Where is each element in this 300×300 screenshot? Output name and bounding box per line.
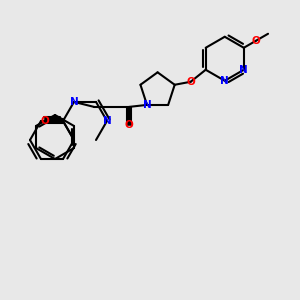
Text: N: N <box>142 100 152 110</box>
Text: N: N <box>239 65 248 75</box>
Text: O: O <box>186 77 195 87</box>
Text: O: O <box>124 120 134 130</box>
Text: O: O <box>252 36 260 46</box>
Text: N: N <box>103 116 111 126</box>
Text: N: N <box>70 97 78 107</box>
Text: N: N <box>220 76 229 86</box>
Text: O: O <box>40 116 50 126</box>
